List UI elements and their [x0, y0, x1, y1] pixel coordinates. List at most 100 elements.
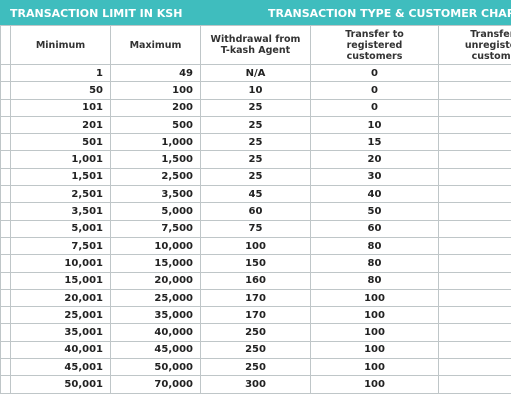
blank-cell — [0, 375, 11, 394]
table-cell: 201 — [10, 115, 111, 135]
table-cell: N/A — [438, 323, 511, 342]
table-cell: 0 — [310, 63, 439, 83]
table-cell: N/A — [200, 63, 311, 83]
table-cell: 10 — [200, 81, 311, 100]
left-title: TRANSACTION LIMIT IN KSH — [10, 7, 183, 20]
table-cell: N/A — [438, 340, 511, 360]
table-cell: 15,001 — [10, 271, 111, 290]
table-cell: 1,501 — [10, 167, 111, 187]
table-cell: 0 — [310, 98, 439, 117]
table-cell: 10,001 — [10, 254, 111, 273]
table-cell: 25 — [200, 133, 311, 152]
table-cell: 1,000 — [110, 133, 201, 152]
table-cell: N/A — [438, 81, 511, 100]
blank-cell — [0, 306, 11, 325]
blank-cell — [0, 25, 11, 65]
table-cell: 49 — [110, 63, 201, 83]
table-cell: 1,001 — [10, 150, 111, 169]
table-cell: 30 — [310, 167, 439, 187]
table-row: 10120025035 — [0, 98, 511, 117]
table-cell: 2,500 — [110, 167, 201, 187]
table-cell: 45 — [438, 150, 511, 169]
table-cell: 5,001 — [10, 219, 111, 238]
table-cell: N/A — [438, 358, 511, 377]
blank-cell — [0, 323, 11, 342]
blank-cell — [0, 271, 11, 290]
table-cell: 110 — [438, 202, 511, 221]
table-row: 201500251035 — [0, 115, 511, 135]
table-cell: 45,001 — [10, 358, 111, 377]
table-cell: 3,500 — [110, 185, 201, 204]
blank-cell — [0, 358, 11, 377]
table-cell: N/A — [438, 63, 511, 83]
table-cell: 80 — [310, 271, 439, 290]
blank-cell — [0, 340, 11, 360]
table-cell: 200 — [110, 98, 201, 117]
table-cell: 50,001 — [10, 375, 111, 394]
blank-cell — [0, 115, 11, 135]
table-cell: 55 — [438, 167, 511, 187]
table-cell: 2,501 — [10, 185, 111, 204]
table-cell: 35,000 — [110, 306, 201, 325]
header-band: TRANSACTION LIMIT IN KSH TRANSACTION TYP… — [0, 0, 511, 25]
column-header: Maximum — [110, 25, 201, 65]
header-row: Minimum Maximum Withdrawal from T-kash Age… — [0, 25, 511, 65]
table-cell: 100 — [310, 288, 439, 308]
table-cell: 25 — [200, 115, 311, 135]
table-cell: 25 — [200, 167, 311, 187]
blank-cell — [0, 202, 11, 221]
right-title: TRANSACTION TYPE & CUSTOMER CHARGE — [268, 7, 511, 20]
table-cell: 70,000 — [110, 375, 201, 394]
blank-cell — [0, 98, 11, 117]
table-cell: 50 — [310, 202, 439, 221]
table-cell: 160 — [200, 271, 311, 290]
table-body: 149N/A0N/A50100100N/A1012002503520150025… — [0, 63, 511, 394]
table-cell: 25 — [200, 98, 311, 117]
table-cell: 0 — [310, 81, 439, 100]
blank-cell — [0, 150, 11, 169]
table-cell: 230 — [438, 254, 511, 273]
blank-cell — [0, 133, 11, 152]
table-cell: 20,001 — [10, 288, 111, 308]
table-cell: 1 — [10, 63, 111, 83]
table-cell: 5,000 — [110, 202, 201, 221]
table-cell: 25,001 — [10, 306, 111, 325]
table-cell: 35 — [438, 98, 511, 117]
blank-cell — [0, 236, 11, 256]
table-cell: 15 — [310, 133, 439, 152]
table-cell: 60 — [200, 202, 311, 221]
table-cell: 101 — [10, 98, 111, 117]
column-header: Withdrawal from T-kash Agent — [200, 25, 311, 65]
table-cell: 100 — [110, 81, 201, 100]
table-row: 50100100N/A — [0, 81, 511, 100]
table-cell: 1,500 — [110, 150, 201, 169]
table-cell: 10 — [310, 115, 439, 135]
table-cell: 35,001 — [10, 323, 111, 342]
table-cell: 3,501 — [10, 202, 111, 221]
table-cell: 250 — [200, 340, 311, 360]
table-cell: 85 — [438, 185, 511, 204]
table-cell: 240 — [438, 271, 511, 290]
table-cell: 150 — [200, 254, 311, 273]
table-cell: N/A — [438, 375, 511, 394]
table-cell: 180 — [438, 236, 511, 256]
table-cell: 270 — [438, 288, 511, 308]
table-cell: 100 — [310, 340, 439, 360]
table-cell: 10,000 — [110, 236, 201, 256]
table-cell: 45,000 — [110, 340, 201, 360]
table-cell: 170 — [200, 288, 311, 308]
table-cell: 50 — [10, 81, 111, 100]
table-cell: 20 — [310, 150, 439, 169]
table-cell: 270 — [438, 306, 511, 325]
